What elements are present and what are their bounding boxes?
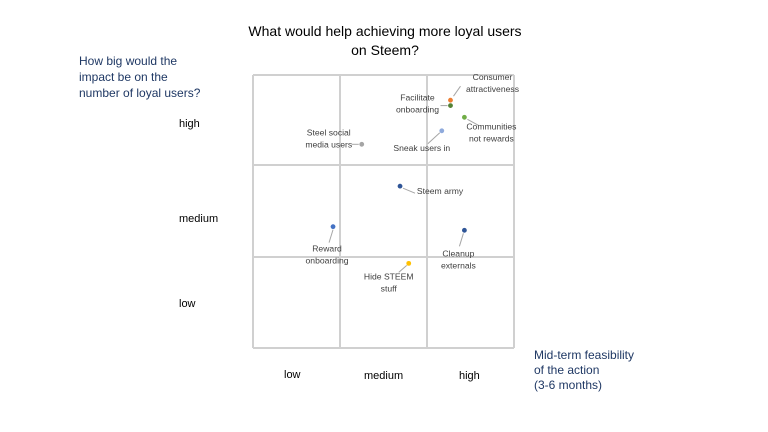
chart-title: What would help achieving more loyal use… xyxy=(248,23,522,58)
label-line: Consumer xyxy=(473,72,513,82)
label-steem-army: Steem army xyxy=(417,186,464,196)
point-sneak-users-in xyxy=(439,128,445,134)
label-line: externals xyxy=(441,260,476,270)
label-communities-not-rewards: Communities not rewards xyxy=(466,121,516,143)
x-tick-high: high xyxy=(459,370,480,382)
point-cleanup-externals xyxy=(462,227,467,233)
label-line: onboarding xyxy=(306,256,349,266)
leader-line-communities-not-rewards xyxy=(467,118,479,126)
label-line: Steel social xyxy=(307,127,351,137)
point-steel-social-media-users xyxy=(359,141,365,147)
label-sneak-users-in: Sneak users in xyxy=(393,143,450,153)
leader-line-sneak-users-in xyxy=(427,132,441,145)
point-facilitate-onboarding xyxy=(448,103,453,108)
label-line: Cleanup xyxy=(442,248,474,258)
label-line: Hide STEEM xyxy=(364,271,414,281)
point-steem-army xyxy=(397,183,403,189)
label-reward-onboarding: Reward onboarding xyxy=(306,244,349,266)
y-axis-label: How big would the impact be on the numbe… xyxy=(79,54,201,100)
y-tick-high: high xyxy=(179,118,200,130)
label-line: Communities xyxy=(466,121,516,131)
y-tick-low: low xyxy=(179,298,196,310)
label-line: onboarding xyxy=(396,105,439,115)
label-line: stuff xyxy=(381,283,398,293)
leader-line-cleanup-externals xyxy=(458,233,464,247)
point-consumer-attractiveness xyxy=(448,97,453,103)
leader-line-consumer-attractiveness xyxy=(453,85,461,97)
label-line: Steem army xyxy=(417,186,464,196)
x-tick-medium: medium xyxy=(364,370,404,382)
y-tick-medium: medium xyxy=(179,213,219,225)
point-reward-onboarding xyxy=(330,224,336,230)
label-line: attractiveness xyxy=(466,84,519,94)
label-steel-social-media-users: Steel social media users xyxy=(305,127,352,149)
label-facilitate-onboarding: Facilitate onboarding xyxy=(396,93,439,115)
point-communities-not-rewards xyxy=(462,114,467,120)
leader-line-reward-onboarding xyxy=(328,229,334,243)
data-points: Consumer attractiveness Facilitate onboardi… xyxy=(305,72,519,293)
label-line: media users xyxy=(305,139,352,149)
label-consumer-attractiveness: Consumer attractiveness xyxy=(466,72,519,94)
label-hide-steem-stuff: Hide STEEM stuff xyxy=(364,271,414,293)
label-line: not rewards xyxy=(469,133,514,143)
point-hide-steem-stuff xyxy=(406,260,412,266)
grid xyxy=(252,74,515,349)
label-line: Facilitate xyxy=(400,93,435,103)
x-axis-label: Mid-term feasibility of the action (3-6 … xyxy=(534,348,635,392)
x-tick-low: low xyxy=(284,369,301,381)
label-line: Reward xyxy=(312,244,342,254)
label-line: Sneak users in xyxy=(393,143,450,153)
leader-line-steem-army xyxy=(402,187,416,194)
leader-line-hide-steem-stuff xyxy=(398,264,408,273)
label-cleanup-externals: Cleanup externals xyxy=(441,248,476,270)
